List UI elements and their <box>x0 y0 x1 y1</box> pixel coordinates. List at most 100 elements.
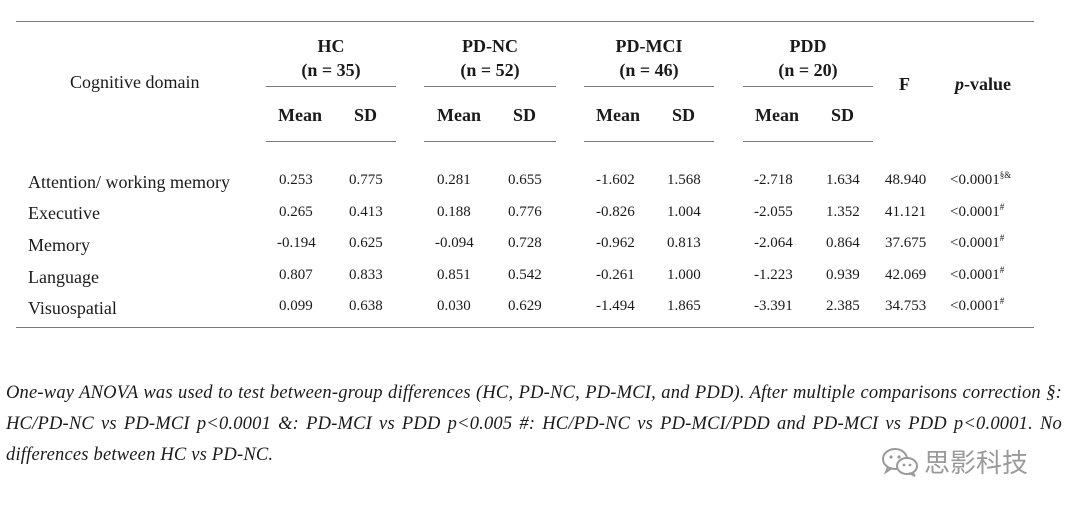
group-name: PD-MCI <box>615 36 683 56</box>
p-value: <0.0001# <box>950 202 1005 221</box>
domain-label: Memory <box>28 235 90 255</box>
table-cell: 0.188 <box>437 204 471 220</box>
table-cell: -1.494 <box>596 298 635 314</box>
wechat-icon <box>880 446 920 478</box>
table-cell: 0.030 <box>437 298 471 314</box>
table-cell: 0.939 <box>826 267 860 283</box>
table-cell: -2.055 <box>754 204 793 220</box>
subheader-rule-pd-nc <box>424 141 556 142</box>
f-value: 42.069 <box>885 267 927 283</box>
table-cell: 1.000 <box>667 267 701 283</box>
cognitive-domain-header: Cognitive domain <box>70 72 200 92</box>
group-rule-pd-mci <box>584 86 714 87</box>
p-value-header-p: p <box>955 74 964 94</box>
f-value: 48.940 <box>885 172 927 188</box>
subheader-rule-pd-mci <box>584 141 714 142</box>
p-value: <0.0001# <box>950 265 1005 284</box>
group-name: PDD <box>789 36 827 56</box>
table-cell: 0.413 <box>349 204 383 220</box>
table-top-rule <box>16 21 1034 22</box>
p-value-mark: # <box>999 202 1005 212</box>
table-cell: 0.542 <box>508 267 542 283</box>
table-cell: 0.807 <box>279 267 313 283</box>
table-cell: -0.826 <box>596 204 635 220</box>
table-cell: 0.265 <box>279 204 313 220</box>
p-value: <0.0001# <box>950 296 1005 315</box>
p-value-text: <0.0001 <box>950 298 1000 314</box>
table-cell: 0.625 <box>349 235 383 251</box>
p-value-text: <0.0001 <box>950 204 1000 220</box>
table-cell: 0.638 <box>349 298 383 314</box>
p-value-text: <0.0001 <box>950 267 1000 283</box>
sd-header-pdd: SD <box>831 105 855 125</box>
group-rule-hc <box>266 86 396 87</box>
table-cell: 0.281 <box>437 172 471 188</box>
table-cell: -1.223 <box>754 267 793 283</box>
table-cell: 0.253 <box>279 172 313 188</box>
p-value-mark: # <box>999 265 1005 275</box>
domain-label: Attention/ working memory <box>28 172 230 192</box>
group-n: (n = 46) <box>619 60 679 80</box>
table-cell: 1.568 <box>667 172 701 188</box>
table-cell: 0.629 <box>508 298 542 314</box>
mean-header-pdd: Mean <box>755 105 799 125</box>
p-value-mark: # <box>999 233 1005 243</box>
watermark: 思影科技 <box>880 443 1028 480</box>
table-bottom-rule <box>16 327 1034 328</box>
p-value-header-rest: -value <box>964 74 1011 94</box>
sd-header-hc: SD <box>354 105 378 125</box>
table-cell: 0.099 <box>279 298 313 314</box>
p-value-text: <0.0001 <box>950 235 1000 251</box>
group-rule-pd-nc <box>424 86 556 87</box>
table-cell: -0.962 <box>596 235 635 251</box>
group-name: PD-NC <box>462 36 518 56</box>
sd-header-pd-mci: SD <box>672 105 696 125</box>
table-cell: 0.776 <box>508 204 542 220</box>
table-cell: -0.194 <box>277 235 316 251</box>
p-value: <0.0001§& <box>950 170 1012 189</box>
group-header-pd-mci: PD-MCI (n = 46) <box>584 34 714 82</box>
table-cell: -1.602 <box>596 172 635 188</box>
table-cell: 0.864 <box>826 235 860 251</box>
table-cell: 1.865 <box>667 298 701 314</box>
f-header: F <box>899 74 910 94</box>
f-value: 41.121 <box>885 204 927 220</box>
table-cell: -2.718 <box>754 172 793 188</box>
table-cell: 0.728 <box>508 235 542 251</box>
subheader-rule-hc <box>266 141 396 142</box>
table-cell: 1.634 <box>826 172 860 188</box>
mean-header-pd-nc: Mean <box>437 105 481 125</box>
table-cell: -0.261 <box>596 267 635 283</box>
subheader-rule-pdd <box>743 141 873 142</box>
group-n: (n = 35) <box>301 60 361 80</box>
domain-label: Visuospatial <box>28 298 117 318</box>
group-header-pdd: PDD (n = 20) <box>743 34 873 82</box>
table-cell: 0.833 <box>349 267 383 283</box>
table-cell: 0.813 <box>667 235 701 251</box>
table-cell: 0.851 <box>437 267 471 283</box>
p-value-text: <0.0001 <box>950 172 1000 188</box>
table-cell: 0.655 <box>508 172 542 188</box>
p-value: <0.0001# <box>950 233 1005 252</box>
mean-header-hc: Mean <box>278 105 322 125</box>
table-cell: -2.064 <box>754 235 793 251</box>
p-value-header: p-value <box>955 74 1011 95</box>
domain-label: Language <box>28 267 99 287</box>
f-value: 37.675 <box>885 235 927 251</box>
table-cell: 0.775 <box>349 172 383 188</box>
watermark-text: 思影科技 <box>924 449 1029 479</box>
table-caption: One-way ANOVA was used to test between-g… <box>6 383 1062 465</box>
table-cell: 1.352 <box>826 204 860 220</box>
sd-header-pd-nc: SD <box>513 105 537 125</box>
p-value-mark: §& <box>999 170 1012 180</box>
group-header-pd-nc: PD-NC (n = 52) <box>424 34 556 82</box>
table-cell: -3.391 <box>754 298 793 314</box>
table-cell: 1.004 <box>667 204 701 220</box>
domain-label: Executive <box>28 203 100 223</box>
f-value: 34.753 <box>885 298 927 314</box>
group-n: (n = 52) <box>460 60 520 80</box>
p-value-mark: # <box>999 296 1005 306</box>
table-cell: -0.094 <box>435 235 474 251</box>
mean-header-pd-mci: Mean <box>596 105 640 125</box>
group-header-hc: HC (n = 35) <box>266 34 396 82</box>
